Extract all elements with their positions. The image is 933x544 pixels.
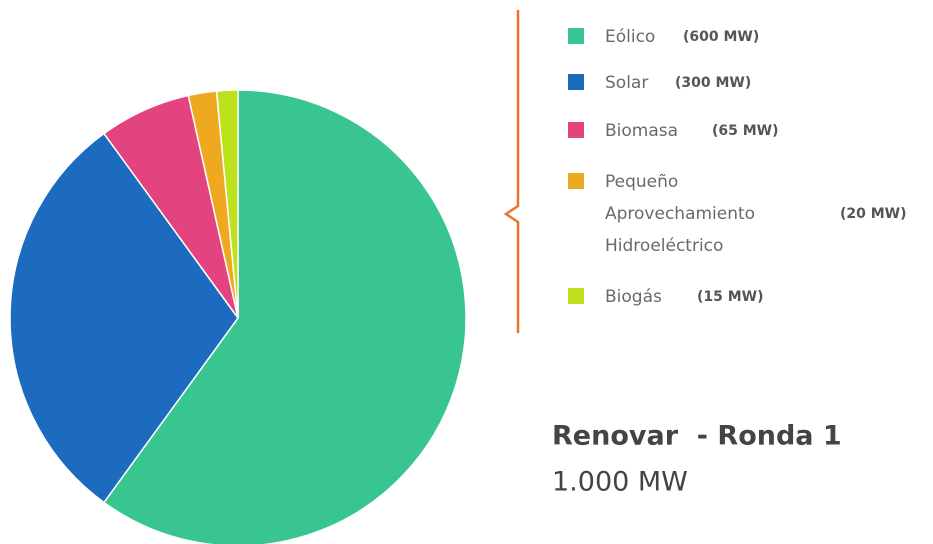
legend-value: (15 MW) [697,289,764,305]
legend-swatch [568,122,584,138]
legend-label: Eólico [605,27,655,47]
legend-value: (600 MW) [683,29,759,45]
legend-label: Biogás [605,287,662,307]
legend-bracket [503,10,520,333]
legend-swatch [568,288,584,304]
legend-label: Pequeño Aprovechamiento Hidroeléctrico [605,172,755,256]
chart-title: Renovar - Ronda 1 [552,421,842,452]
legend-swatch [568,28,584,44]
legend-value: (300 MW) [675,75,751,91]
legend-value: (20 MW) [840,206,907,222]
legend-label: Biomasa [605,121,678,141]
legend-value: (65 MW) [712,123,779,139]
pie-slice [9,132,239,504]
chart-subtitle: 1.000 MW [552,467,688,498]
legend-swatch [568,173,584,189]
pie-slice [102,89,467,544]
legend-swatch [568,74,584,90]
pie-slice [215,89,239,319]
legend-label: Solar [605,73,648,93]
